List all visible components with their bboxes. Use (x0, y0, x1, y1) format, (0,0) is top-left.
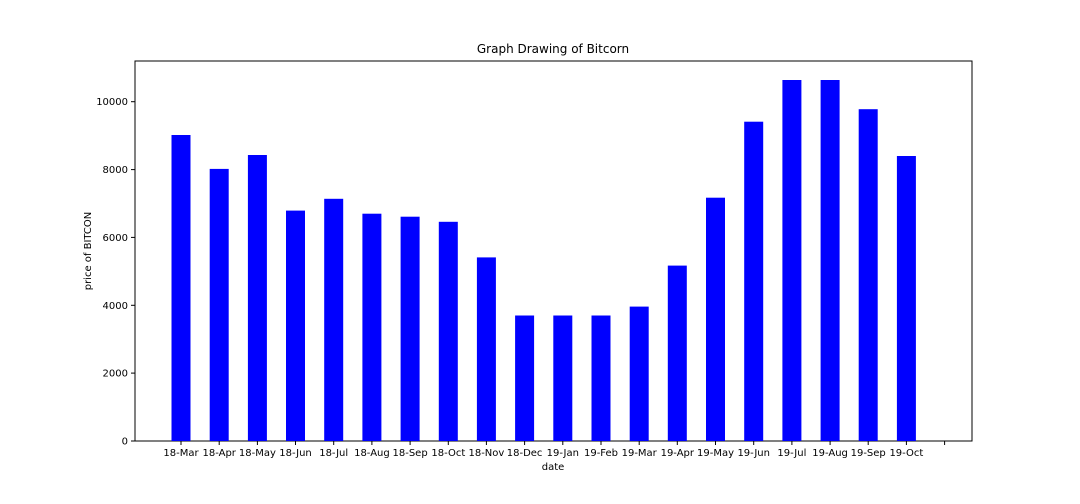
x-tick-label-19-oct: 19-Oct (889, 448, 923, 459)
x-axis-label: date (542, 462, 565, 473)
x-tick-label-18-mar: 18-Mar (163, 448, 199, 459)
bar-18-dec (515, 315, 535, 441)
y-tick-label-2000: 2000 (103, 369, 128, 380)
x-tick-label-19-apr: 19-Apr (661, 448, 695, 459)
y-axis-label: price of BITCON (83, 212, 94, 291)
bar-19-oct (896, 156, 916, 441)
bar-18-may (247, 155, 267, 441)
bar-18-jun (286, 210, 305, 441)
x-tick-label-18-jun: 18-Jun (279, 448, 312, 459)
x-tick-label-19-mar: 19-Mar (622, 448, 658, 459)
x-tick-label-19-jan: 19-Jan (547, 448, 579, 459)
x-tick-label-19-aug: 19-Aug (812, 448, 848, 459)
y-tick-label-6000: 6000 (103, 233, 128, 244)
y-tick-label-4000: 4000 (103, 301, 128, 312)
bar-18-apr (209, 168, 229, 441)
bar-19-feb (591, 315, 611, 441)
bar-18-oct (438, 221, 458, 441)
x-tick-label-19-jul: 19-Jul (777, 448, 806, 459)
bar-19-jan (553, 315, 573, 441)
y-tick-label-0: 0 (122, 437, 128, 448)
y-tick-label-8000: 8000 (103, 165, 128, 176)
x-tick-label-19-feb: 19-Feb (584, 448, 618, 459)
bar-group (171, 80, 916, 441)
x-tick-label-18-apr: 18-Apr (202, 448, 236, 459)
bar-19-may (706, 197, 725, 441)
bar-19-mar (629, 306, 649, 441)
x-tick-label-18-dec: 18-Dec (507, 448, 543, 459)
x-tick-label-19-jun: 19-Jun (737, 448, 770, 459)
y-tick-label-10000: 10000 (96, 97, 128, 108)
bar-18-aug (362, 213, 382, 441)
bar-19-apr (667, 265, 687, 441)
x-tick-label-18-may: 18-May (239, 448, 276, 459)
bar-19-sep (858, 109, 878, 441)
x-tick-label-19-sep: 19-Sep (851, 448, 886, 459)
y-axis-ticks: 0 2000 4000 6000 8000 10000 (96, 97, 135, 448)
bar-18-nov (476, 257, 496, 441)
bar-19-jul (782, 80, 802, 441)
bar-18-jul (324, 198, 344, 441)
x-tick-label-19-may: 19-May (697, 448, 734, 459)
bar-19-aug (820, 80, 840, 441)
bar-18-sep (400, 216, 420, 441)
x-tick-label-18-oct: 18-Oct (431, 448, 465, 459)
x-tick-label-18-aug: 18-Aug (354, 448, 390, 459)
bar-18-mar (171, 135, 191, 441)
x-tick-label-18-sep: 18-Sep (393, 448, 428, 459)
chart-title: Graph Drawing of Bitcorn (477, 42, 629, 56)
x-tick-label-18-nov: 18-Nov (468, 448, 504, 459)
bar-19-jun (744, 121, 764, 441)
x-axis-ticks: 18-Mar 18-Apr 18-May 18-Jun 18-Jul 18-Aug 18-S… (163, 441, 946, 459)
x-tick-label-18-jul: 18-Jul (319, 448, 348, 459)
